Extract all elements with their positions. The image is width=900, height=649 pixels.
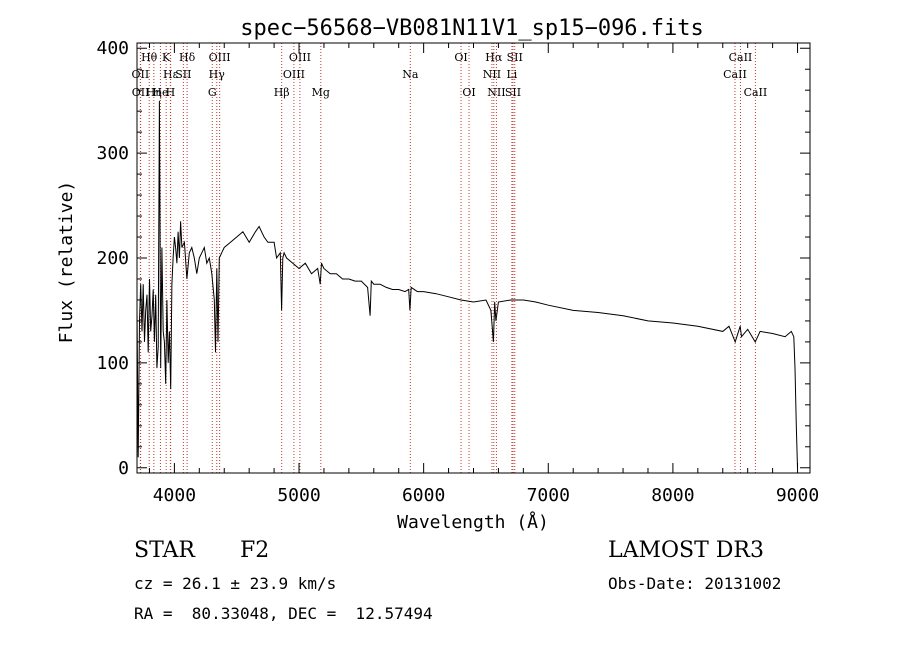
line-marker-label: SII (507, 51, 523, 64)
line-marker-label: Hα (485, 51, 503, 64)
line-marker-label: SII (505, 86, 521, 99)
line-marker-label: Hθ (141, 51, 158, 64)
x-tick-label: 8000 (651, 485, 694, 506)
line-marker-label: OIII (289, 51, 311, 64)
line-marker-label: CaII (729, 51, 753, 64)
coordinates: RA = 80.33048, DEC = 12.57494 (134, 604, 433, 623)
x-tick-label: 4000 (153, 485, 196, 506)
y-tick-label: 100 (96, 353, 129, 374)
x-tick-label: 5000 (277, 485, 320, 506)
line-marker-label: Hδ (179, 51, 196, 64)
plot-frame (136, 42, 811, 474)
axis-ticks: 4000 5000 6000 7000 8000 9000 0 100 200 300 400 (96, 38, 819, 506)
line-marker-label: Na (402, 68, 419, 81)
x-tick-label: 6000 (402, 485, 445, 506)
line-marker-label: NII (487, 86, 505, 99)
line-marker-label: OIII (283, 68, 305, 81)
line-marker-label: Hγ (209, 68, 226, 81)
x-axis-label: Wavelength (Å) (397, 511, 549, 533)
line-marker-label: He (152, 86, 168, 99)
chart-title: spec−56568−VB081N11V1_sp15−096.fits (240, 16, 704, 41)
line-marker-label: Hε (163, 68, 179, 81)
spectrum-line (136, 100, 798, 468)
line-marker-label: OI (462, 86, 475, 99)
y-axis-label: Flux (relative) (56, 181, 77, 344)
line-marker-label: Li (506, 68, 517, 81)
line-marker-label: K (162, 51, 171, 64)
object-class: STAR (134, 538, 195, 563)
y-tick-label: 400 (96, 38, 129, 59)
x-tick-label: 7000 (527, 485, 570, 506)
line-marker-label: G (208, 86, 217, 99)
line-marker-label: CaII (744, 86, 768, 99)
line-marker-label: OII (132, 86, 150, 99)
redshift-velocity: cz = 26.1 ± 23.9 km/s (134, 574, 337, 593)
line-marker-label: Mg (312, 86, 330, 99)
x-tick-label: 9000 (776, 485, 819, 506)
y-tick-label: 200 (96, 248, 129, 269)
survey-name: LAMOST DR3 (608, 538, 764, 563)
line-marker-label: OII (132, 68, 150, 81)
line-marker-label: NII (483, 68, 501, 81)
line-marker-label: Hη (146, 86, 162, 99)
object-subclass: F2 (240, 538, 270, 563)
line-marker-label: OI (454, 51, 467, 64)
observation-date: Obs-Date: 20131002 (608, 574, 782, 593)
line-marker-label: Hβ (274, 86, 290, 99)
y-tick-label: 300 (96, 143, 129, 164)
line-marker-label: SII (175, 68, 191, 81)
y-tick-label: 0 (118, 458, 129, 479)
line-marker-label: H (166, 86, 176, 99)
line-marker-label: CaII (723, 68, 747, 81)
line-marker-label: OIII (209, 51, 231, 64)
